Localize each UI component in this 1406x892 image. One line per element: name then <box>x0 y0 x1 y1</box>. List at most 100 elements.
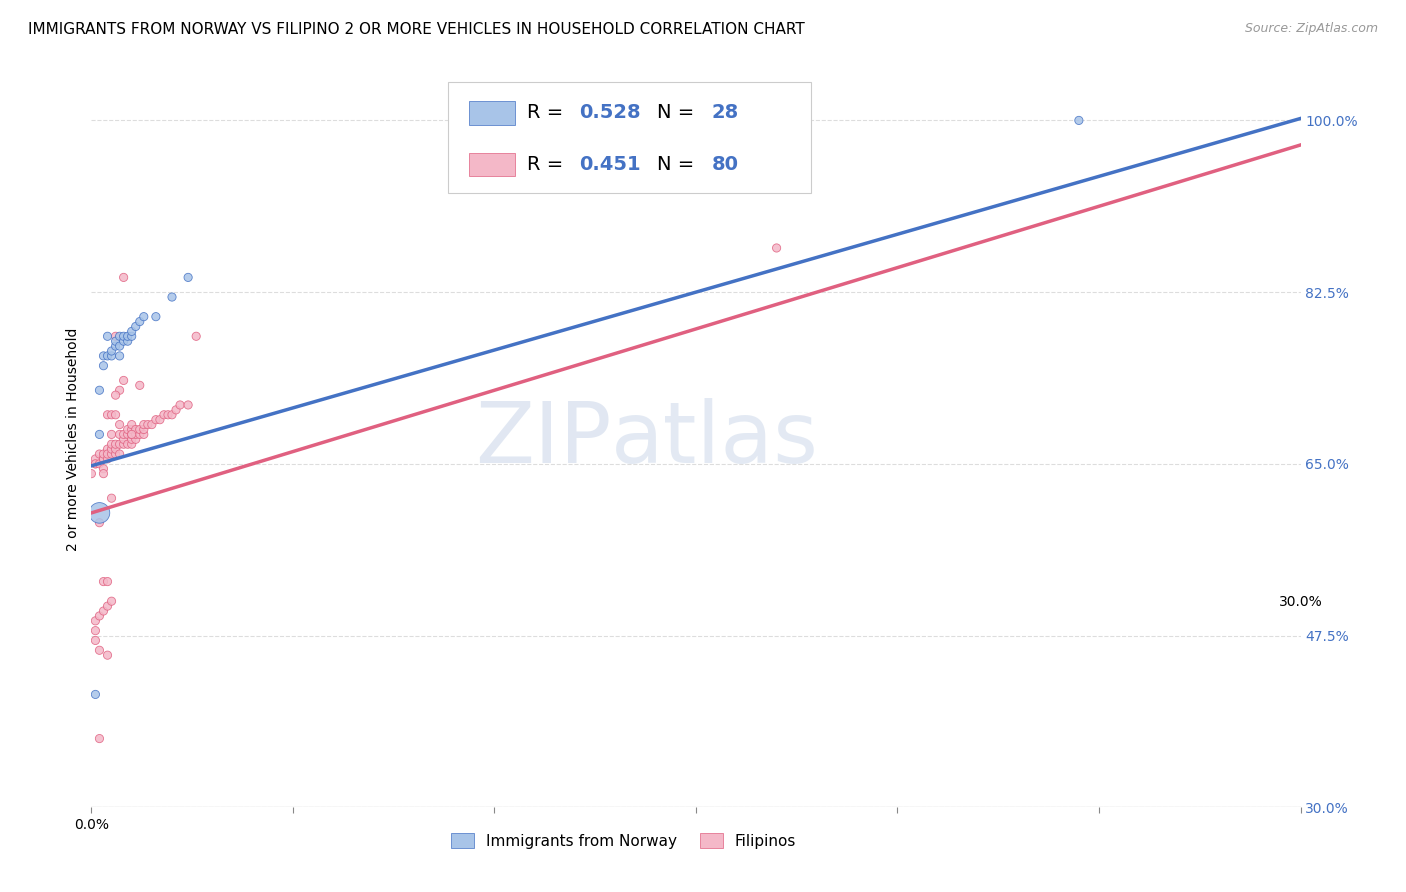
Point <box>100 594 122 608</box>
Point <box>765 241 787 255</box>
Point <box>84 633 107 648</box>
Point <box>96 574 118 589</box>
Point <box>149 413 172 427</box>
Point <box>100 427 122 442</box>
Point <box>100 408 122 422</box>
Point <box>100 437 122 451</box>
Point <box>112 437 135 451</box>
Point <box>96 408 118 422</box>
Point <box>121 417 143 432</box>
Point <box>169 398 191 412</box>
Text: 0.528: 0.528 <box>579 103 640 122</box>
Point <box>141 417 163 432</box>
Point <box>117 423 139 437</box>
FancyBboxPatch shape <box>468 153 515 177</box>
Point <box>121 427 143 442</box>
Point <box>112 334 135 349</box>
Point <box>136 417 159 432</box>
Point <box>93 349 115 363</box>
Point <box>93 451 115 466</box>
Point <box>108 427 131 442</box>
Point <box>121 433 143 447</box>
Point <box>108 349 131 363</box>
Point <box>100 442 122 457</box>
Point <box>84 457 107 471</box>
Point <box>117 334 139 349</box>
Point <box>125 423 148 437</box>
Point <box>96 442 118 457</box>
Point <box>89 609 111 624</box>
Point <box>100 344 122 359</box>
Point <box>104 437 127 451</box>
Point <box>93 574 115 589</box>
Point <box>104 329 127 343</box>
Point <box>160 408 183 422</box>
Point <box>165 403 187 417</box>
Point <box>96 349 118 363</box>
Point <box>112 433 135 447</box>
Y-axis label: 2 or more Vehicles in Household: 2 or more Vehicles in Household <box>66 327 80 551</box>
Point <box>128 378 150 392</box>
Text: R =: R = <box>527 155 569 174</box>
Point <box>177 398 200 412</box>
Point <box>156 408 179 422</box>
Legend: Immigrants from Norway, Filipinos: Immigrants from Norway, Filipinos <box>444 827 803 855</box>
Point <box>100 447 122 461</box>
Point <box>108 339 131 353</box>
Point <box>112 374 135 388</box>
Point <box>93 467 115 481</box>
Point <box>89 516 111 530</box>
Text: R =: R = <box>527 103 569 122</box>
Point <box>104 408 127 422</box>
Point <box>112 329 135 343</box>
Point <box>104 388 127 402</box>
Point <box>145 413 167 427</box>
Point <box>84 614 107 628</box>
Point <box>104 442 127 457</box>
Point <box>93 462 115 476</box>
Point <box>89 643 111 657</box>
Point <box>93 604 115 618</box>
Text: 80: 80 <box>711 155 738 174</box>
Text: N =: N = <box>657 155 700 174</box>
Point <box>84 451 107 466</box>
Point <box>186 329 208 343</box>
Point <box>96 329 118 343</box>
Point <box>96 648 118 662</box>
Point <box>108 447 131 461</box>
FancyBboxPatch shape <box>468 101 515 125</box>
Text: 0.451: 0.451 <box>579 155 640 174</box>
Text: Source: ZipAtlas.com: Source: ZipAtlas.com <box>1244 22 1378 36</box>
Point <box>104 339 127 353</box>
Point <box>177 270 200 285</box>
Point <box>89 731 111 746</box>
Point <box>84 457 107 471</box>
Point <box>132 427 155 442</box>
Point <box>84 687 107 701</box>
Point <box>117 437 139 451</box>
Point <box>128 315 150 329</box>
Point <box>89 457 111 471</box>
Point <box>93 447 115 461</box>
Point <box>93 359 115 373</box>
Point <box>89 447 111 461</box>
Text: atlas: atlas <box>612 398 820 481</box>
Point <box>100 491 122 505</box>
Point <box>132 423 155 437</box>
Point <box>132 417 155 432</box>
Point <box>100 349 122 363</box>
Point <box>112 270 135 285</box>
Point <box>132 310 155 324</box>
Point <box>121 329 143 343</box>
Point <box>96 451 118 466</box>
Point <box>108 437 131 451</box>
Point <box>117 427 139 442</box>
Text: 28: 28 <box>711 103 740 122</box>
Text: 30.0%: 30.0% <box>1278 595 1323 609</box>
Point <box>160 290 183 304</box>
Point <box>145 310 167 324</box>
Point <box>128 427 150 442</box>
Point <box>89 427 111 442</box>
Point <box>93 451 115 466</box>
Point <box>108 417 131 432</box>
